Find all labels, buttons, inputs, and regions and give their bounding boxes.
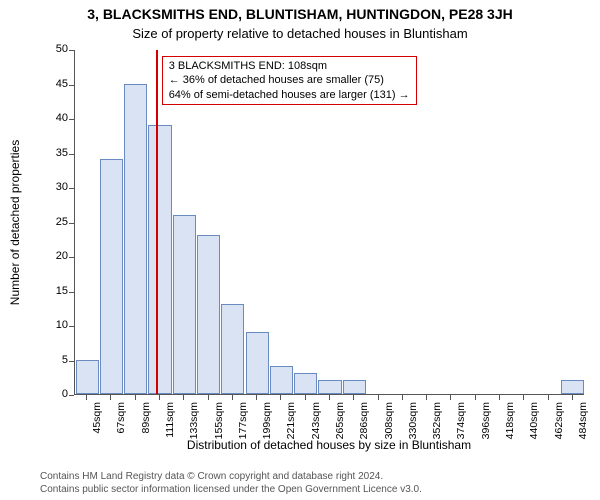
- y-tick-mark: [69, 188, 74, 189]
- x-tick-mark: [475, 395, 476, 400]
- y-tick-label: 25: [40, 216, 68, 228]
- y-tick-label: 45: [40, 78, 68, 90]
- y-tick-mark: [69, 119, 74, 120]
- histogram-bar: [294, 373, 317, 394]
- histogram-bar: [318, 380, 341, 394]
- x-tick-label: 45sqm: [91, 402, 103, 442]
- histogram-bar: [124, 84, 147, 395]
- chart-subtitle: Size of property relative to detached ho…: [0, 26, 600, 41]
- x-tick-mark: [208, 395, 209, 400]
- annotation-line: 64% of semi-detached houses are larger (…: [169, 88, 410, 102]
- x-tick-mark: [499, 395, 500, 400]
- x-tick-label: 265sqm: [334, 402, 346, 442]
- x-tick-mark: [183, 395, 184, 400]
- x-tick-mark: [450, 395, 451, 400]
- histogram-bar: [246, 332, 269, 394]
- x-tick-label: 484sqm: [577, 402, 589, 442]
- footer-line-1: Contains HM Land Registry data © Crown c…: [40, 471, 422, 484]
- x-tick-mark: [305, 395, 306, 400]
- x-tick-label: 396sqm: [480, 402, 492, 442]
- x-tick-label: 111sqm: [164, 402, 176, 442]
- property-marker-line: [156, 50, 158, 394]
- x-tick-label: 352sqm: [431, 402, 443, 442]
- histogram-bar: [173, 215, 196, 394]
- x-tick-label: 286sqm: [358, 402, 370, 442]
- x-tick-mark: [159, 395, 160, 400]
- x-tick-mark: [86, 395, 87, 400]
- x-tick-mark: [402, 395, 403, 400]
- x-tick-mark: [426, 395, 427, 400]
- y-tick-label: 0: [40, 388, 68, 400]
- x-tick-label: 199sqm: [261, 402, 273, 442]
- x-tick-label: 418sqm: [504, 402, 516, 442]
- y-tick-mark: [69, 292, 74, 293]
- y-tick-label: 20: [40, 250, 68, 262]
- y-tick-label: 10: [40, 319, 68, 331]
- y-tick-mark: [69, 326, 74, 327]
- x-tick-label: 243sqm: [310, 402, 322, 442]
- y-tick-mark: [69, 361, 74, 362]
- histogram-bar: [197, 235, 220, 394]
- histogram-bar: [270, 366, 293, 394]
- x-tick-label: 462sqm: [553, 402, 565, 442]
- x-tick-mark: [572, 395, 573, 400]
- x-tick-label: 177sqm: [237, 402, 249, 442]
- y-tick-mark: [69, 154, 74, 155]
- y-tick-label: 35: [40, 147, 68, 159]
- x-tick-label: 133sqm: [188, 402, 200, 442]
- x-tick-label: 89sqm: [140, 402, 152, 442]
- y-tick-label: 50: [40, 43, 68, 55]
- histogram-bar: [561, 380, 584, 394]
- y-tick-mark: [69, 395, 74, 396]
- x-tick-label: 308sqm: [383, 402, 395, 442]
- x-tick-mark: [378, 395, 379, 400]
- x-tick-mark: [548, 395, 549, 400]
- annotation-line: 3 BLACKSMITHS END: 108sqm: [169, 59, 410, 73]
- histogram-bar: [343, 380, 366, 394]
- x-tick-mark: [135, 395, 136, 400]
- y-tick-label: 5: [40, 354, 68, 366]
- x-tick-mark: [523, 395, 524, 400]
- y-tick-label: 30: [40, 181, 68, 193]
- x-tick-label: 440sqm: [528, 402, 540, 442]
- chart-title-address: 3, BLACKSMITHS END, BLUNTISHAM, HUNTINGD…: [0, 6, 600, 22]
- histogram-bar: [100, 159, 123, 394]
- x-tick-label: 221sqm: [285, 402, 297, 442]
- x-tick-label: 67sqm: [115, 402, 127, 442]
- annotation-line: ← 36% of detached houses are smaller (75…: [169, 73, 410, 87]
- histogram-bar: [76, 360, 99, 395]
- y-tick-label: 40: [40, 112, 68, 124]
- footer-line-2: Contains public sector information licen…: [40, 484, 422, 497]
- x-tick-label: 155sqm: [213, 402, 225, 442]
- y-tick-label: 15: [40, 285, 68, 297]
- x-tick-mark: [256, 395, 257, 400]
- footer-attribution: Contains HM Land Registry data © Crown c…: [40, 471, 422, 496]
- x-tick-mark: [110, 395, 111, 400]
- y-tick-mark: [69, 85, 74, 86]
- histogram-bar: [148, 125, 171, 394]
- y-tick-mark: [69, 257, 74, 258]
- y-tick-mark: [69, 223, 74, 224]
- x-tick-mark: [232, 395, 233, 400]
- x-tick-label: 330sqm: [407, 402, 419, 442]
- y-axis-label: Number of detached properties: [8, 50, 22, 395]
- x-tick-mark: [329, 395, 330, 400]
- x-tick-label: 374sqm: [455, 402, 467, 442]
- histogram-bar: [221, 304, 244, 394]
- x-tick-mark: [280, 395, 281, 400]
- x-tick-mark: [353, 395, 354, 400]
- y-tick-mark: [69, 50, 74, 51]
- chart-container: 3, BLACKSMITHS END, BLUNTISHAM, HUNTINGD…: [0, 0, 600, 500]
- annotation-box: 3 BLACKSMITHS END: 108sqm← 36% of detach…: [162, 56, 417, 105]
